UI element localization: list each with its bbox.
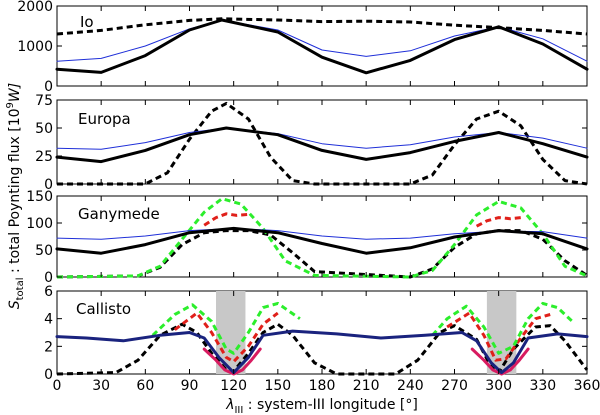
shaded-region-0 [216, 291, 246, 374]
x-tick-label: 330 [529, 378, 556, 394]
panel-io-series [55, 17, 589, 75]
panel-io-label: Io [80, 13, 94, 31]
x-axis-title: λIII : system-III longitude [°] [225, 397, 418, 415]
panel-ganymede-series [55, 197, 589, 279]
series-dashed-green-2 [431, 301, 574, 355]
x-tick-label: 90 [181, 378, 199, 394]
x-tick-label: 0 [53, 378, 62, 394]
x-tick-label: 210 [353, 378, 380, 394]
y-tick-label: 75 [35, 93, 53, 109]
x-tick-label: 180 [309, 378, 336, 394]
panel-io: 0 1000 2000 Io [17, 0, 589, 95]
shaded-region-1 [486, 291, 517, 374]
y-tick-label: 6 [44, 284, 53, 300]
panel-ganymede-ticks: 0 50 100 150 [26, 189, 588, 286]
x-tick-label: 360 [574, 378, 600, 394]
series-dashed-red-2 [475, 216, 521, 228]
y-tick-label: 2 [44, 339, 53, 355]
x-tick-label: 120 [220, 378, 247, 394]
panel-europa-series [55, 101, 589, 186]
x-tick-label: 270 [441, 378, 468, 394]
y-tick-label: 50 [35, 243, 53, 259]
panel-ganymede: 0 50 100 150 Ganymede [26, 189, 589, 286]
series-dashed-black [56, 229, 588, 279]
series-dashed-red-2 [446, 311, 551, 362]
y-tick-label: 0 [44, 177, 53, 193]
series-dashed-red [203, 212, 249, 227]
y-tick-label: 150 [26, 189, 53, 205]
series-thin-blue [56, 127, 588, 150]
series-dashed-red [173, 311, 279, 364]
series-thick-black [55, 126, 589, 164]
y-tick-label: 0 [44, 270, 53, 286]
panel-europa-frame [56, 99, 588, 185]
panel-callisto-series [55, 291, 589, 376]
y-tick-label: 0 [44, 367, 53, 383]
y-tick-label: 25 [35, 149, 53, 165]
y-tick-label: 100 [26, 216, 53, 232]
series-dashed-green [151, 301, 301, 355]
panel-europa-ticks: 0 25 50 75 [35, 93, 588, 193]
series-dashed-green [56, 197, 588, 279]
panel-ganymede-label: Ganymede [78, 205, 160, 223]
panel-io-ticks: 0 1000 2000 [17, 0, 588, 95]
panel-io-frame [56, 5, 588, 87]
panel-callisto-label: Callisto [76, 300, 131, 318]
series-thin-blue [56, 19, 588, 62]
y-tick-label: 50 [35, 121, 53, 137]
x-tick-label: 300 [485, 378, 512, 394]
panel-europa-label: Europa [78, 110, 131, 128]
series-dashed-black [57, 101, 588, 186]
x-tick-label: 240 [397, 378, 424, 394]
panel-callisto: 0 2 4 6 Callisto [44, 284, 589, 383]
y-tick-label: 2000 [17, 0, 53, 15]
series-thick-black [55, 226, 589, 255]
y-tick-label: 1000 [17, 39, 53, 55]
y-tick-label: 0 [44, 79, 53, 95]
x-tick-label: 150 [264, 378, 291, 394]
x-tick-label: 30 [92, 378, 110, 394]
panel-callisto-ticks: 0 2 4 6 [44, 284, 588, 383]
y-tick-label: 4 [44, 312, 53, 328]
y-axis-title: Stotal : total Poynting flux [109W] [5, 83, 26, 310]
series-thick-black [55, 18, 589, 75]
x-tick-label: 60 [136, 378, 154, 394]
x-axis-tick-labels: 0 30 60 90 120 150 180 210 240 270 300 330 360 [53, 378, 600, 394]
panel-europa: 0 25 50 75 Europa [35, 93, 589, 193]
series-thick-navy [55, 329, 589, 375]
